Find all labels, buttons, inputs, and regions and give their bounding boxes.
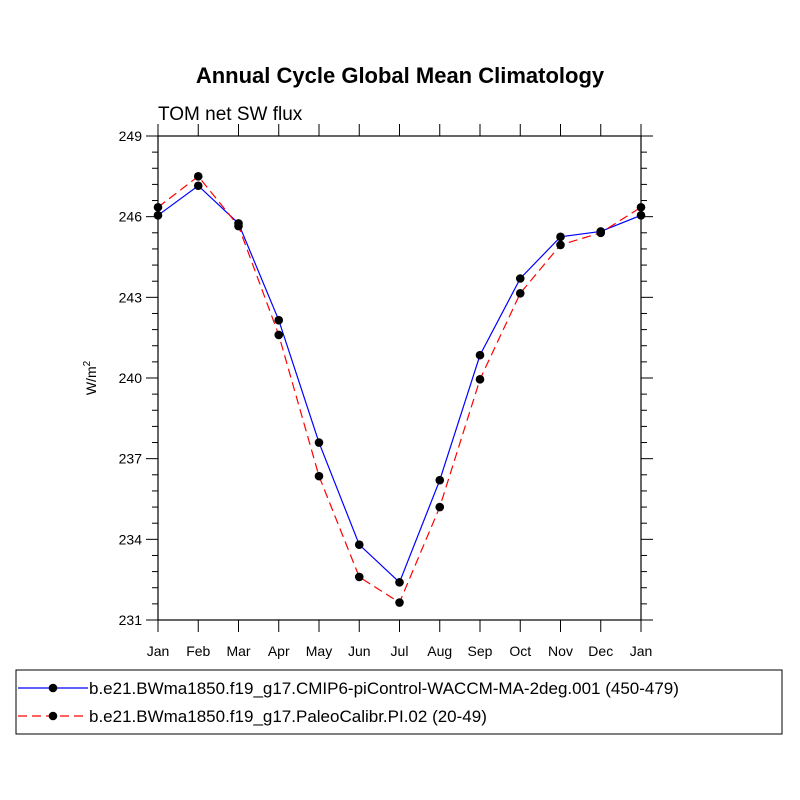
x-tick-label: Dec	[588, 643, 613, 659]
y-axis: 231 234 237 240 243 246 249	[119, 128, 653, 628]
series-2-point	[395, 598, 404, 607]
series-2-point	[556, 240, 565, 250]
series-2-point	[515, 289, 525, 298]
series-1-point	[435, 475, 445, 485]
chart-subtitle: TOM net SW flux	[158, 104, 303, 125]
series-1-point	[193, 181, 203, 191]
x-tick-label: May	[306, 643, 332, 659]
series-2-point	[193, 172, 203, 181]
series-1-point	[636, 211, 646, 220]
series-1-point	[153, 211, 163, 220]
series-line-2	[157, 175, 642, 604]
y-tick-label: 246	[119, 209, 143, 225]
x-tick-label: Jul	[391, 643, 409, 659]
y-tick-label: 234	[119, 531, 143, 547]
series-layer	[153, 172, 646, 607]
legend-label-2: b.e21.BWma1850.f19_g17.PaleoCalibr.PI.02…	[89, 707, 487, 726]
series-2-point	[274, 330, 284, 340]
series-1-point	[395, 578, 404, 587]
x-tick-label: Nov	[548, 643, 573, 659]
series-2-point	[475, 375, 485, 384]
series-2-point	[354, 572, 364, 582]
legend: b.e21.BWma1850.f19_g17.CMIP6-piControl-W…	[18, 679, 679, 726]
y-axis-label: W/m2	[82, 360, 99, 395]
legend-label-1: b.e21.BWma1850.f19_g17.CMIP6-piControl-W…	[89, 679, 679, 698]
series-1-point	[354, 540, 364, 550]
series-2-point	[234, 221, 243, 231]
plot-frame	[157, 135, 642, 621]
series-1-point	[274, 315, 284, 325]
series-1-point	[475, 350, 485, 360]
x-tick-label: Jan	[630, 643, 653, 659]
series-1-point	[515, 274, 525, 283]
chart-title: Annual Cycle Global Mean Climatology	[196, 63, 605, 88]
y-tick-label: 231	[119, 612, 143, 628]
series-1-point	[314, 438, 324, 447]
x-tick-label: Oct	[509, 643, 531, 659]
legend-marker-2	[48, 711, 58, 721]
legend-marker-1	[48, 683, 58, 693]
series-2-point	[435, 502, 445, 512]
series-2-point	[636, 202, 646, 212]
series-2-point	[153, 202, 163, 212]
y-tick-label: 240	[119, 370, 143, 386]
x-tick-label: Apr	[268, 643, 290, 659]
x-tick-label: Aug	[427, 643, 452, 659]
series-2-point	[596, 228, 606, 238]
x-tick-label: Jan	[147, 643, 170, 659]
x-axis: Jan Feb Mar Apr May Jun Jul Aug Sep Oct Nov Dec Jan	[147, 124, 653, 659]
x-tick-label: Sep	[468, 643, 493, 659]
y-tick-label: 237	[119, 451, 143, 467]
x-tick-label: Jun	[348, 643, 371, 659]
x-tick-label: Feb	[186, 643, 210, 659]
series-1-point	[556, 232, 565, 242]
x-tick-label: Mar	[226, 643, 250, 659]
y-tick-label: 249	[119, 128, 143, 144]
series-line-1	[157, 184, 642, 584]
legend-box	[15, 669, 783, 735]
y-tick-label: 243	[119, 289, 143, 305]
series-2-point	[314, 471, 324, 481]
